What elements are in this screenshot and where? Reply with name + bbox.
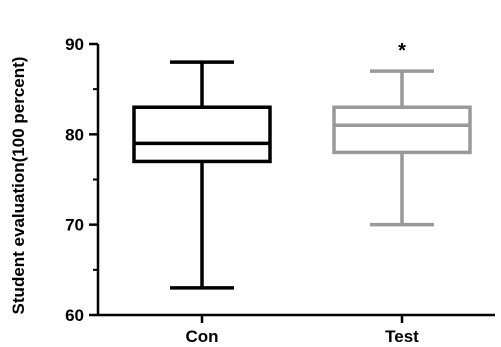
x-category-label: Test [385,327,419,346]
iqr-box [332,105,472,155]
labels: 60 70 80 90 Con Test Student evaluation(100 pe… [9,35,419,346]
y-axis-label: Student evaluation(100 percent) [9,57,28,315]
box-con [132,60,272,290]
axes [89,42,495,323]
y-tick-label: 60 [65,306,84,325]
x-category-label: Con [185,327,218,346]
box-test [332,69,472,227]
significance-annotation: * [398,40,406,62]
y-tick-label: 80 [65,125,84,144]
iqr-box [132,105,272,164]
boxes [132,60,472,290]
y-tick-label: 90 [65,35,84,54]
y-tick-label: 70 [65,216,84,235]
